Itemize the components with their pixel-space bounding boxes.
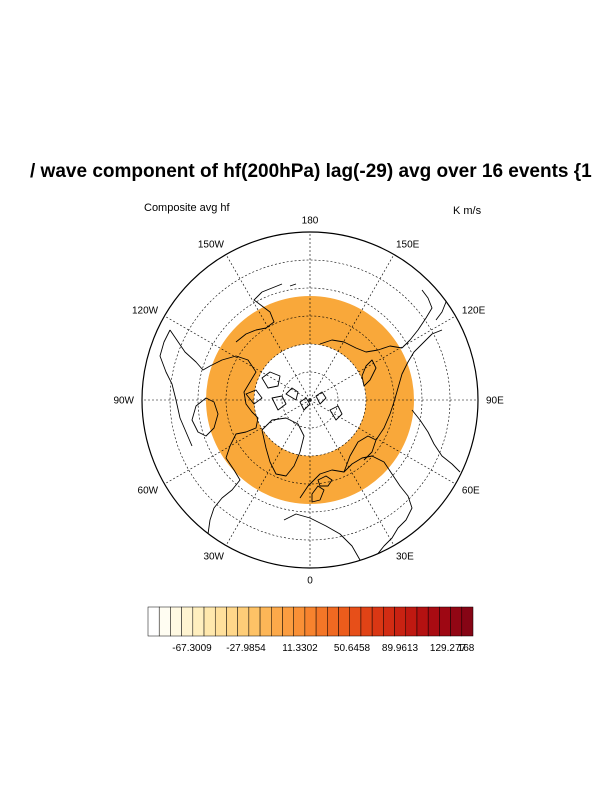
colorbar-box-6 xyxy=(214,606,227,637)
colorbar-label-5: 129.277 xyxy=(430,643,467,654)
map-boundary xyxy=(141,231,479,569)
canadian-archipelago xyxy=(245,371,287,411)
japan xyxy=(435,291,447,321)
lon-label-0: 180 xyxy=(302,216,319,227)
siberia-coast xyxy=(319,339,403,353)
colorbar-labels: -67.3009 -27.9854 11.3302 50.6458 89.9613 129… xyxy=(172,643,475,654)
colorbar-box-13 xyxy=(293,606,306,637)
hf-ring-fill xyxy=(206,296,414,504)
colorbar-box-18 xyxy=(349,606,362,637)
colorbar-label-2: 11.3302 xyxy=(282,643,318,654)
meridian-300 xyxy=(164,399,311,485)
colorbar-box-11 xyxy=(271,606,283,637)
aleutians xyxy=(261,283,297,293)
colorbar-box-7 xyxy=(226,606,238,637)
colorbar-box-24 xyxy=(416,606,429,637)
colorbar-box-10 xyxy=(259,606,272,637)
colorbar-box-5 xyxy=(203,606,216,637)
colorbar-box-26 xyxy=(439,606,451,637)
lon-label-11: 150W xyxy=(198,240,225,251)
meridian-330 xyxy=(225,399,311,546)
colorbar-box-12 xyxy=(282,606,294,637)
alaska xyxy=(235,291,275,343)
colorbar-box-4 xyxy=(192,606,205,637)
lon-label-9: 90W xyxy=(113,396,134,407)
colorbar-box-9 xyxy=(248,606,261,637)
colorbar-label-3: 50.6458 xyxy=(334,643,371,654)
kamchatka xyxy=(401,289,433,349)
colorbar-box-28 xyxy=(461,606,474,637)
meridian-210 xyxy=(225,254,311,401)
europe-coast xyxy=(299,455,413,557)
meridian-240 xyxy=(164,315,311,401)
colorbar-box-8 xyxy=(237,606,250,637)
left-subtitle: Composite avg hf xyxy=(144,202,230,214)
scandinavia xyxy=(343,435,377,473)
longitude-labels: 180 150E 120E 90E 60E 30E 0 30W 60W 90W 120W 150W xyxy=(113,216,504,587)
longitude-gridlines xyxy=(142,232,478,568)
lon-label-3: 90E xyxy=(486,396,504,407)
colorbar-label-6: 168 xyxy=(458,643,475,654)
lon-label-8: 60W xyxy=(138,486,159,497)
lon-label-1: 150E xyxy=(396,240,420,251)
british-isles xyxy=(311,485,325,503)
hudson-bay xyxy=(191,397,219,437)
iceland xyxy=(317,475,333,487)
lon-label-2: 120E xyxy=(462,306,486,317)
colorbar-box-27 xyxy=(450,606,463,637)
lon-label-5: 30E xyxy=(396,551,414,562)
meridian-60 xyxy=(309,399,456,485)
meridian-120 xyxy=(309,315,456,401)
colorbar-box-3 xyxy=(181,606,194,637)
lon-label-4: 60E xyxy=(462,486,480,497)
colorbar-label-0: -67.3009 xyxy=(172,643,212,654)
colorbar xyxy=(147,606,474,637)
units-label: K m/s xyxy=(453,205,482,217)
colorbar-box-14 xyxy=(304,606,317,637)
colorbar-box-20 xyxy=(371,606,384,637)
colorbar-box-0 xyxy=(147,606,160,637)
colorbar-label-1: -27.9854 xyxy=(226,643,266,654)
colorbar-box-19 xyxy=(360,606,373,637)
greenland xyxy=(261,417,305,477)
colorbar-label-4: 89.9613 xyxy=(382,643,419,654)
north-america-coast xyxy=(169,329,259,567)
meridian-30 xyxy=(309,399,395,546)
colorbar-box-17 xyxy=(338,606,350,637)
colorbar-box-25 xyxy=(427,606,440,637)
plot-title: / wave component of hf(200hPa) lag(-29) … xyxy=(30,161,592,182)
lon-label-10: 120W xyxy=(132,306,159,317)
asia-arctic-coast xyxy=(375,329,443,441)
colorbar-box-1 xyxy=(158,606,171,637)
meridian-150 xyxy=(309,254,395,401)
colorbar-box-16 xyxy=(327,606,339,637)
colorbar-box-23 xyxy=(405,606,418,637)
data-ring xyxy=(206,296,414,504)
colorbar-box-2 xyxy=(170,606,182,637)
colorbar-box-21 xyxy=(383,606,395,637)
lon-label-6: 0 xyxy=(307,576,313,587)
north-america-west-coast xyxy=(159,329,193,447)
lon-label-7: 30W xyxy=(203,551,224,562)
colorbar-box-15 xyxy=(315,606,328,637)
colorbar-box-22 xyxy=(394,606,407,637)
